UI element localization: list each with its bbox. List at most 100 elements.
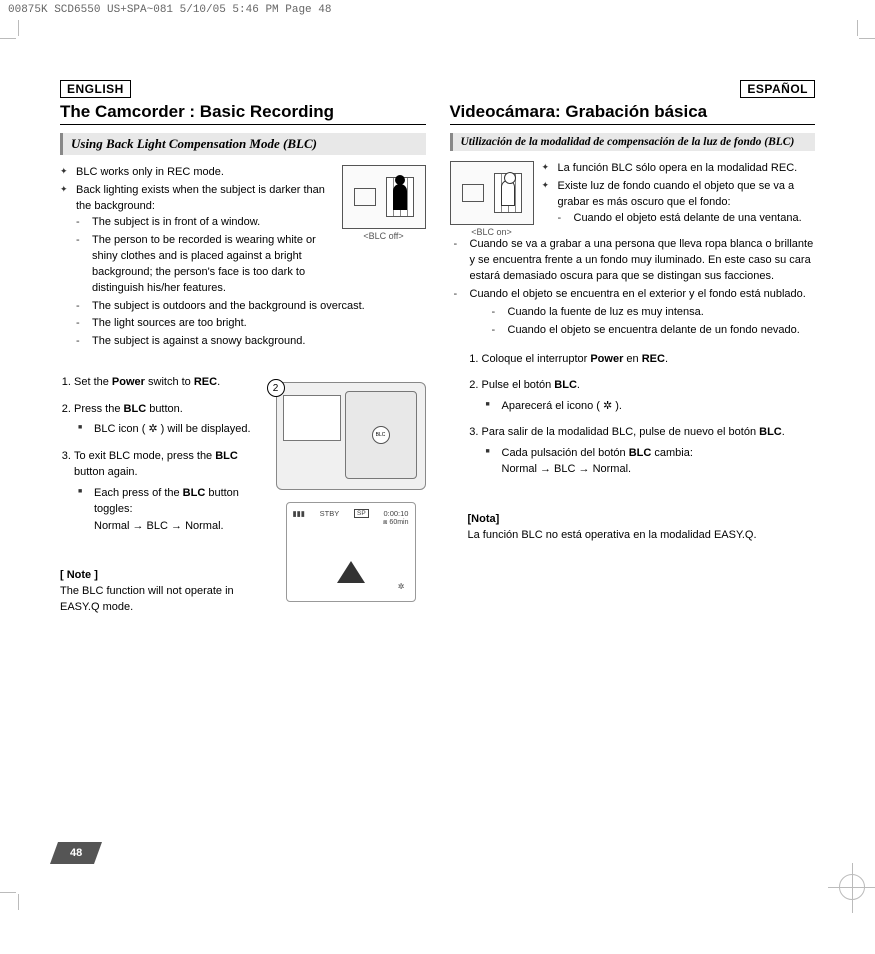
text: Coloque el interruptor xyxy=(482,353,591,365)
text-bold: BLC xyxy=(629,447,652,459)
dash-item: The subject is against a snowy backgroun… xyxy=(76,334,426,350)
battery-icon: ▮▮▮ xyxy=(293,509,305,518)
camcorder-illustration: 2 BLC xyxy=(276,382,426,490)
text: Back lighting exists when the subject is… xyxy=(76,184,325,212)
text: button again. xyxy=(74,466,138,478)
bullet: Existe luz de fondo cuando el objeto que… xyxy=(542,179,816,227)
english-cases-cont: The subject is outdoors and the backgrou… xyxy=(60,299,426,351)
blc-button-icon: BLC xyxy=(372,426,390,444)
bullet: Back lighting exists when the subject is… xyxy=(60,183,334,297)
illustration-blc-off: <BLC off> xyxy=(342,165,426,241)
lcd-time: 0:00:10 xyxy=(383,509,408,518)
spanish-lower-row: Cuando la fuente de luz es muy intensa. … xyxy=(450,305,816,544)
english-intro-row: BLC works only in REC mode. Back lightin… xyxy=(60,165,426,299)
step-2: Press the BLC button. BLC icon ( ✲ ) wil… xyxy=(74,401,268,438)
silhouette-light-icon xyxy=(501,180,515,206)
text-bold: BLC xyxy=(215,450,238,462)
registration-mark xyxy=(839,874,865,900)
illustration-blc-on: <BLC on> xyxy=(450,161,534,237)
note-body: La función BLC no está operativa en la m… xyxy=(468,528,816,544)
text: Cada pulsación del botón xyxy=(502,447,629,459)
english-title: The Camcorder : Basic Recording xyxy=(60,102,426,125)
text: Pulse el botón xyxy=(482,379,555,391)
text-bold: BLC xyxy=(183,487,206,499)
step-3: Para salir de la modalidad BLC, pulse de… xyxy=(482,424,816,478)
page-number-tab: 48 xyxy=(50,842,102,864)
lcd-sp: SP xyxy=(354,509,369,518)
text-bold: BLC xyxy=(124,403,147,415)
text: en xyxy=(623,353,641,365)
spanish-intro-row: <BLC on> La función BLC sólo opera en la… xyxy=(450,161,816,237)
text: Each press of the xyxy=(94,487,183,499)
spanish-cases-cont: Cuando se va a grabar a una persona que … xyxy=(450,237,816,303)
camcorder-screen-icon xyxy=(283,395,341,441)
cassette-icon: ⧈ xyxy=(383,519,387,526)
lcd-batt: 60min xyxy=(389,519,408,526)
silhouette-dark-icon xyxy=(393,184,407,210)
text: . xyxy=(782,426,785,438)
crop-mark xyxy=(0,874,36,910)
center-illustrations: 2 BLC ▮▮▮ STBY SP 0:00:10 xyxy=(276,374,426,602)
text-bold: REC xyxy=(194,376,217,388)
crop-mark xyxy=(839,20,875,56)
spanish-title: Videocámara: Grabación básica xyxy=(450,102,816,125)
text-bold: Power xyxy=(590,353,623,365)
sub-item: Aparecerá el icono ( ✲ ). xyxy=(486,398,816,415)
language-badge-english: ENGLISH xyxy=(60,80,131,98)
picture-frame-icon xyxy=(462,184,484,202)
crop-mark xyxy=(0,20,36,56)
note-body: The BLC function will not operate in EAS… xyxy=(60,584,268,616)
caption: <BLC off> xyxy=(342,231,426,241)
dash-item: Cuando la fuente de luz es muy intensa. xyxy=(492,305,816,321)
bullet: BLC works only in REC mode. xyxy=(60,165,334,181)
dash-item: Cuando el objeto se encuentra en el exte… xyxy=(454,287,816,303)
english-subtitle: Using Back Light Compensation Mode (BLC) xyxy=(60,133,426,155)
text: Existe luz de fondo cuando el objeto que… xyxy=(558,180,795,208)
note-heading: [ Note ] xyxy=(60,568,268,584)
sub-item: BLC icon ( ✲ ) will be displayed. xyxy=(78,421,268,438)
dash-item: Cuando el objeto se encuentra delante de… xyxy=(492,323,816,339)
step-2: Pulse el botón BLC. Aparecerá el icono (… xyxy=(482,377,816,414)
english-column: ENGLISH The Camcorder : Basic Recording … xyxy=(60,80,426,616)
lcd-stby: STBY xyxy=(320,509,340,518)
english-intro-text: BLC works only in REC mode. Back lightin… xyxy=(60,165,334,299)
text-bold: BLC xyxy=(759,426,782,438)
step-3: To exit BLC mode, press the BLC button a… xyxy=(74,448,268,535)
text: button. xyxy=(146,403,183,415)
spanish-subtitle: Utilización de la modalidad de compensac… xyxy=(450,133,816,151)
print-header: 00875K SCD6550 US+SPA~081 5/10/05 5:46 P… xyxy=(0,0,875,20)
dash-item: The light sources are too bright. xyxy=(76,316,426,332)
text: Press the xyxy=(74,403,124,415)
text: . xyxy=(665,353,668,365)
text: Normal → BLC → Normal. xyxy=(94,520,224,532)
dash-item: The subject is outdoors and the backgrou… xyxy=(76,299,426,315)
picture-frame-icon xyxy=(354,188,376,206)
text: Normal → BLC → Normal. xyxy=(502,463,632,475)
dash-item: Cuando se va a grabar a una persona que … xyxy=(454,237,816,285)
bullet: La función BLC sólo opera en la modalida… xyxy=(542,161,816,177)
text-bold: REC xyxy=(642,353,665,365)
two-column-layout: ENGLISH The Camcorder : Basic Recording … xyxy=(60,80,815,616)
sub-item: Cada pulsación del botón BLC cambia: Nor… xyxy=(486,445,816,478)
spanish-lower-text: Cuando la fuente de luz es muy intensa. … xyxy=(468,305,816,544)
text-bold: BLC xyxy=(554,379,577,391)
text: . xyxy=(577,379,580,391)
language-badge-spanish: ESPAÑOL xyxy=(740,80,815,98)
blc-icon: ✲ xyxy=(398,582,405,591)
step-1: Set the Power switch to REC. xyxy=(74,374,268,391)
caption: <BLC on> xyxy=(450,227,534,237)
dash-item: The person to be recorded is wearing whi… xyxy=(76,233,334,297)
sub-item: Each press of the BLC button toggles: No… xyxy=(78,485,268,535)
text: To exit BLC mode, press the xyxy=(74,450,215,462)
camcorder-body-icon: BLC xyxy=(345,391,417,479)
spanish-intro-text: La función BLC sólo opera en la modalida… xyxy=(542,161,816,229)
note-heading: [Nota] xyxy=(468,512,816,528)
text: . xyxy=(217,376,220,388)
lcd-screen-illustration: ▮▮▮ STBY SP 0:00:10 ⧈ 60min ✲ xyxy=(286,502,416,602)
text: switch to xyxy=(145,376,194,388)
text: Para salir de la modalidad BLC, pulse de… xyxy=(482,426,760,438)
text: Set the xyxy=(74,376,112,388)
window-icon xyxy=(386,177,414,217)
page: ENGLISH The Camcorder : Basic Recording … xyxy=(0,20,875,910)
english-steps: Set the Power switch to REC. Press the B… xyxy=(60,374,268,616)
